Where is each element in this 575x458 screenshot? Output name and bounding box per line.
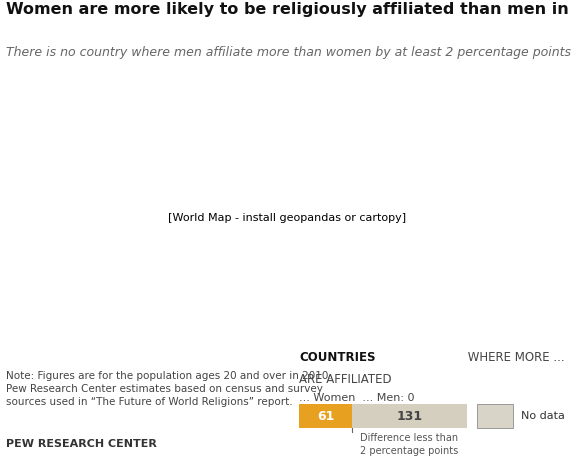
Text: 131: 131: [396, 409, 423, 423]
Bar: [352, 404, 466, 428]
Text: No data: No data: [521, 411, 565, 421]
Text: Difference less than
2 percentage points: Difference less than 2 percentage points: [361, 433, 458, 456]
Text: PEW RESEARCH CENTER: PEW RESEARCH CENTER: [6, 439, 156, 449]
Text: Women are more likely to be religiously affiliated than men in many countries: Women are more likely to be religiously …: [6, 2, 575, 17]
Text: [World Map - install geopandas or cartopy]: [World Map - install geopandas or cartop…: [168, 213, 407, 223]
Bar: [299, 404, 352, 428]
Text: WHERE MORE ...: WHERE MORE ...: [465, 351, 565, 364]
Text: 61: 61: [317, 409, 334, 423]
Text: Note: Figures are for the population ages 20 and over in 2010.
Pew Research Cent: Note: Figures are for the population age…: [6, 371, 332, 407]
Text: ARE AFFILIATED: ARE AFFILIATED: [299, 373, 392, 386]
Text: ... Women  ... Men: 0: ... Women ... Men: 0: [299, 393, 415, 403]
Text: COUNTRIES: COUNTRIES: [299, 351, 375, 364]
Bar: [477, 404, 513, 428]
Text: There is no country where men affiliate more than women by at least 2 percentage: There is no country where men affiliate …: [6, 46, 571, 59]
